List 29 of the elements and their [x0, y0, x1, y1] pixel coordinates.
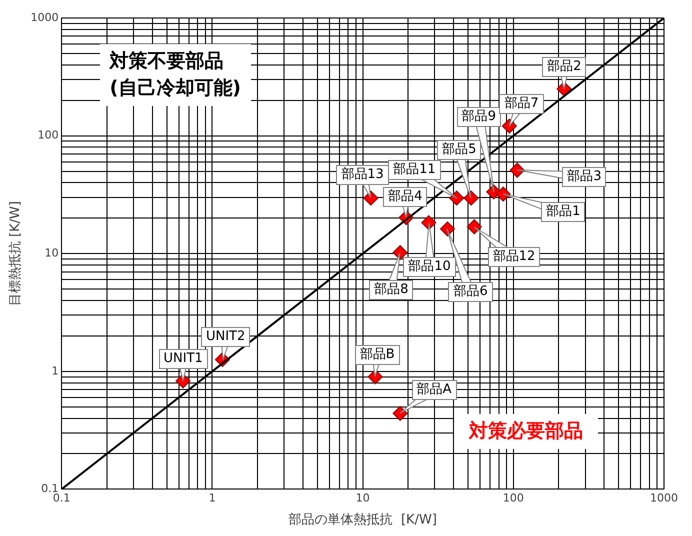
annotation: 部品7	[499, 94, 544, 114]
annotation: 対策不要部品 (自己冷却可能)	[100, 44, 251, 106]
x-tick-label: 1000	[650, 492, 678, 505]
y-tick-label: 1	[52, 364, 59, 378]
y-tick-label: 10	[44, 246, 59, 260]
annotation: 対策必要部品	[454, 414, 598, 450]
annotation: 部品11	[388, 160, 441, 180]
annotation: 部品2	[542, 56, 586, 77]
annotation: 部品8	[369, 280, 414, 300]
annotation: 部品12	[488, 246, 540, 267]
annotation: 部品3	[562, 167, 606, 188]
annotation: 部品10	[403, 256, 456, 277]
annotation: 部品A	[412, 380, 457, 400]
annotation: 部品4	[383, 186, 428, 207]
annotation: UNIT2	[200, 326, 250, 347]
x-tick-label: 100	[502, 492, 524, 505]
x-tick-label: 10	[356, 492, 370, 505]
annotation: 部品5	[437, 140, 482, 160]
annotation: 部品B	[354, 344, 400, 365]
y-tick-label: 100	[38, 128, 59, 142]
annotation: 部品1	[541, 202, 586, 222]
x-axis-title: 部品の単体熱抵抗 [K/W]	[288, 512, 437, 528]
annotation: 部品9	[456, 106, 501, 127]
y-axis-title: 目標熱抵抗 [K/W]	[8, 201, 24, 306]
annotation: 部品13	[336, 165, 389, 186]
y-tick-label: 1000	[30, 10, 59, 24]
annotation: 部品6	[448, 282, 493, 302]
annotation: UNIT1	[158, 348, 208, 369]
x-tick-label: 1	[208, 492, 216, 505]
